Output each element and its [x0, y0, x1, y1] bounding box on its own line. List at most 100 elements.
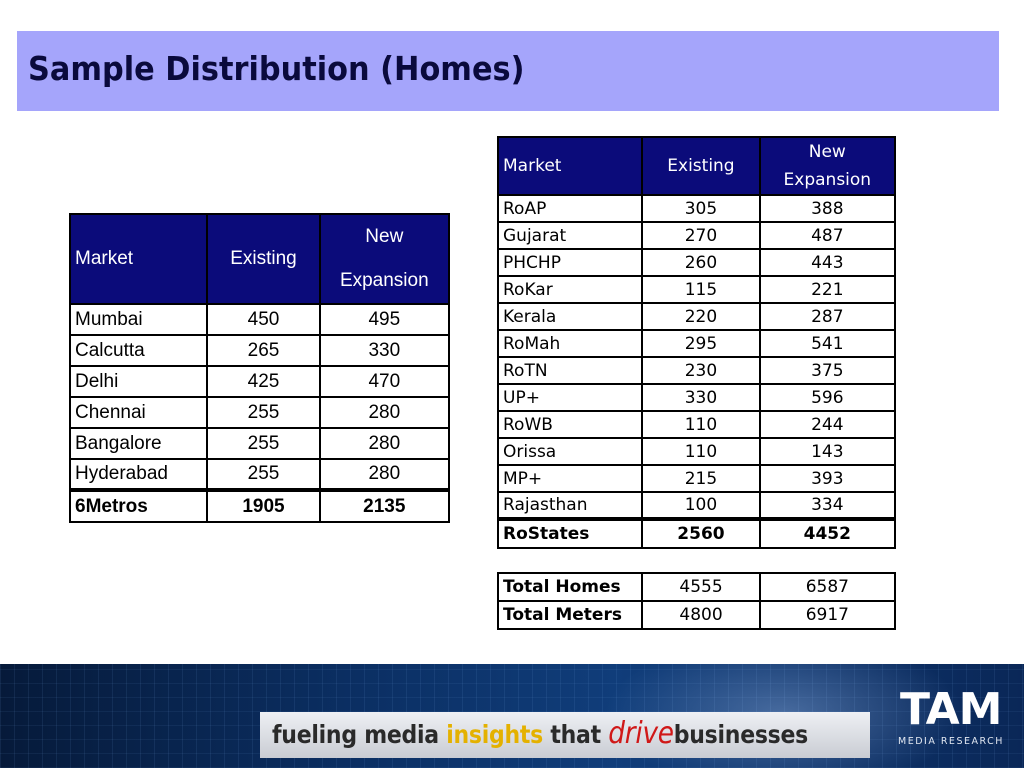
- table-row: Gujarat 270 487: [496, 221, 897, 250]
- market-cell: Delhi: [68, 365, 209, 398]
- existing-cell: 265: [206, 334, 321, 367]
- market-cell: RoTN: [496, 356, 644, 385]
- existing-cell: 260: [641, 248, 761, 277]
- new-expansion-cell: 6917: [758, 600, 897, 630]
- states-table: Market Existing New Expansion RoAP 305 388…: [496, 136, 897, 549]
- table-row: Chennai 255 280: [68, 396, 451, 429]
- tagline-part-1: fueling media: [272, 720, 447, 749]
- new-expansion-cell: 470: [318, 365, 451, 398]
- footer-tagline: fueling media insights that drivebusines…: [272, 716, 808, 751]
- new-expansion-cell: 143: [758, 437, 897, 466]
- tagline-part-5: businesses: [673, 720, 809, 749]
- title-bar: Sample Distribution (Homes): [17, 31, 999, 111]
- total-existing-cell: 2560: [641, 517, 761, 549]
- metros-header-market: Market: [68, 213, 209, 305]
- existing-cell: 255: [206, 458, 321, 491]
- market-cell: RoWB: [496, 410, 644, 439]
- existing-cell: 330: [641, 383, 761, 412]
- existing-cell: 450: [206, 303, 321, 336]
- existing-cell: 4800: [641, 600, 761, 630]
- states-header-new-line2: Expansion: [783, 170, 872, 190]
- existing-cell: 305: [641, 194, 761, 223]
- market-cell: PHCHP: [496, 248, 644, 277]
- metros-table: Market Existing New Expansion Mumbai 450 4…: [68, 213, 451, 523]
- existing-cell: 110: [641, 437, 761, 466]
- new-expansion-cell: 495: [318, 303, 451, 336]
- market-cell: Hyderabad: [68, 458, 209, 491]
- new-expansion-cell: 280: [318, 458, 451, 491]
- existing-cell: 4555: [641, 572, 761, 602]
- table-row: Kerala 220 287: [496, 302, 897, 331]
- table-row: Mumbai 450 495: [68, 303, 451, 336]
- new-expansion-cell: 596: [758, 383, 897, 412]
- existing-cell: 110: [641, 410, 761, 439]
- states-total-row: RoStates 2560 4452: [496, 517, 897, 549]
- market-cell: MP+: [496, 464, 644, 493]
- states-header-row: Market Existing New Expansion: [496, 136, 897, 196]
- existing-cell: 220: [641, 302, 761, 331]
- total-new-expansion-cell: 4452: [758, 517, 897, 549]
- existing-cell: 215: [641, 464, 761, 493]
- market-cell: Mumbai: [68, 303, 209, 336]
- page-title: Sample Distribution (Homes): [28, 49, 525, 88]
- market-cell: Chennai: [68, 396, 209, 429]
- market-cell: Bangalore: [68, 427, 209, 460]
- states-header-existing: Existing: [641, 136, 761, 196]
- tagline-strip: [260, 712, 870, 758]
- table-row: RoKar 115 221: [496, 275, 897, 304]
- total-new-expansion-cell: 2135: [318, 488, 451, 523]
- table-row: Orissa 110 143: [496, 437, 897, 466]
- total-label-cell: Total Meters: [496, 600, 644, 630]
- existing-cell: 230: [641, 356, 761, 385]
- market-cell: Kerala: [496, 302, 644, 331]
- market-cell: Orissa: [496, 437, 644, 466]
- total-label-cell: Total Homes: [496, 572, 644, 602]
- existing-cell: 115: [641, 275, 761, 304]
- new-expansion-cell: 487: [758, 221, 897, 250]
- table-row: RoMah 295 541: [496, 329, 897, 358]
- metros-header-existing: Existing: [206, 213, 321, 305]
- total-market-cell: RoStates: [496, 517, 644, 549]
- new-expansion-cell: 221: [758, 275, 897, 304]
- new-expansion-cell: 244: [758, 410, 897, 439]
- new-expansion-cell: 6587: [758, 572, 897, 602]
- states-header-new: New Expansion: [758, 136, 897, 196]
- total-existing-cell: 1905: [206, 488, 321, 523]
- table-row: RoWB 110 244: [496, 410, 897, 439]
- total-market-cell: 6Metros: [68, 488, 209, 523]
- table-row: Delhi 425 470: [68, 365, 451, 398]
- new-expansion-cell: 334: [758, 491, 897, 520]
- totals-table: Total Homes 4555 6587 Total Meters 4800 6917: [496, 572, 897, 630]
- new-expansion-cell: 393: [758, 464, 897, 493]
- metros-header-row: Market Existing New Expansion: [68, 213, 451, 305]
- market-cell: Calcutta: [68, 334, 209, 367]
- existing-cell: 255: [206, 427, 321, 460]
- table-row: Rajasthan 100 334: [496, 491, 897, 520]
- table-row: MP+ 215 393: [496, 464, 897, 493]
- states-header-new-line1: New: [808, 142, 846, 162]
- new-expansion-cell: 541: [758, 329, 897, 358]
- new-expansion-cell: 388: [758, 194, 897, 223]
- new-expansion-cell: 280: [318, 427, 451, 460]
- market-cell: RoMah: [496, 329, 644, 358]
- market-cell: RoKar: [496, 275, 644, 304]
- new-expansion-cell: 375: [758, 356, 897, 385]
- table-row: PHCHP 260 443: [496, 248, 897, 277]
- table-row: RoAP 305 388: [496, 194, 897, 223]
- table-row: Hyderabad 255 280: [68, 458, 451, 491]
- metros-header-new-line2: Expansion: [339, 270, 429, 291]
- tagline-part-2: insights: [446, 720, 544, 749]
- new-expansion-cell: 287: [758, 302, 897, 331]
- existing-cell: 100: [641, 491, 761, 520]
- tam-logo: TAM MEDIA RESEARCH: [890, 684, 1010, 758]
- new-expansion-cell: 280: [318, 396, 451, 429]
- table-row: Calcutta 265 330: [68, 334, 451, 367]
- metros-header-new-line1: New: [365, 226, 404, 247]
- table-row: Total Meters 4800 6917: [496, 600, 897, 630]
- market-cell: RoAP: [496, 194, 644, 223]
- table-row: UP+ 330 596: [496, 383, 897, 412]
- new-expansion-cell: 330: [318, 334, 451, 367]
- metros-header-new: New Expansion: [318, 213, 451, 305]
- table-row: Bangalore 255 280: [68, 427, 451, 460]
- market-cell: UP+: [496, 383, 644, 412]
